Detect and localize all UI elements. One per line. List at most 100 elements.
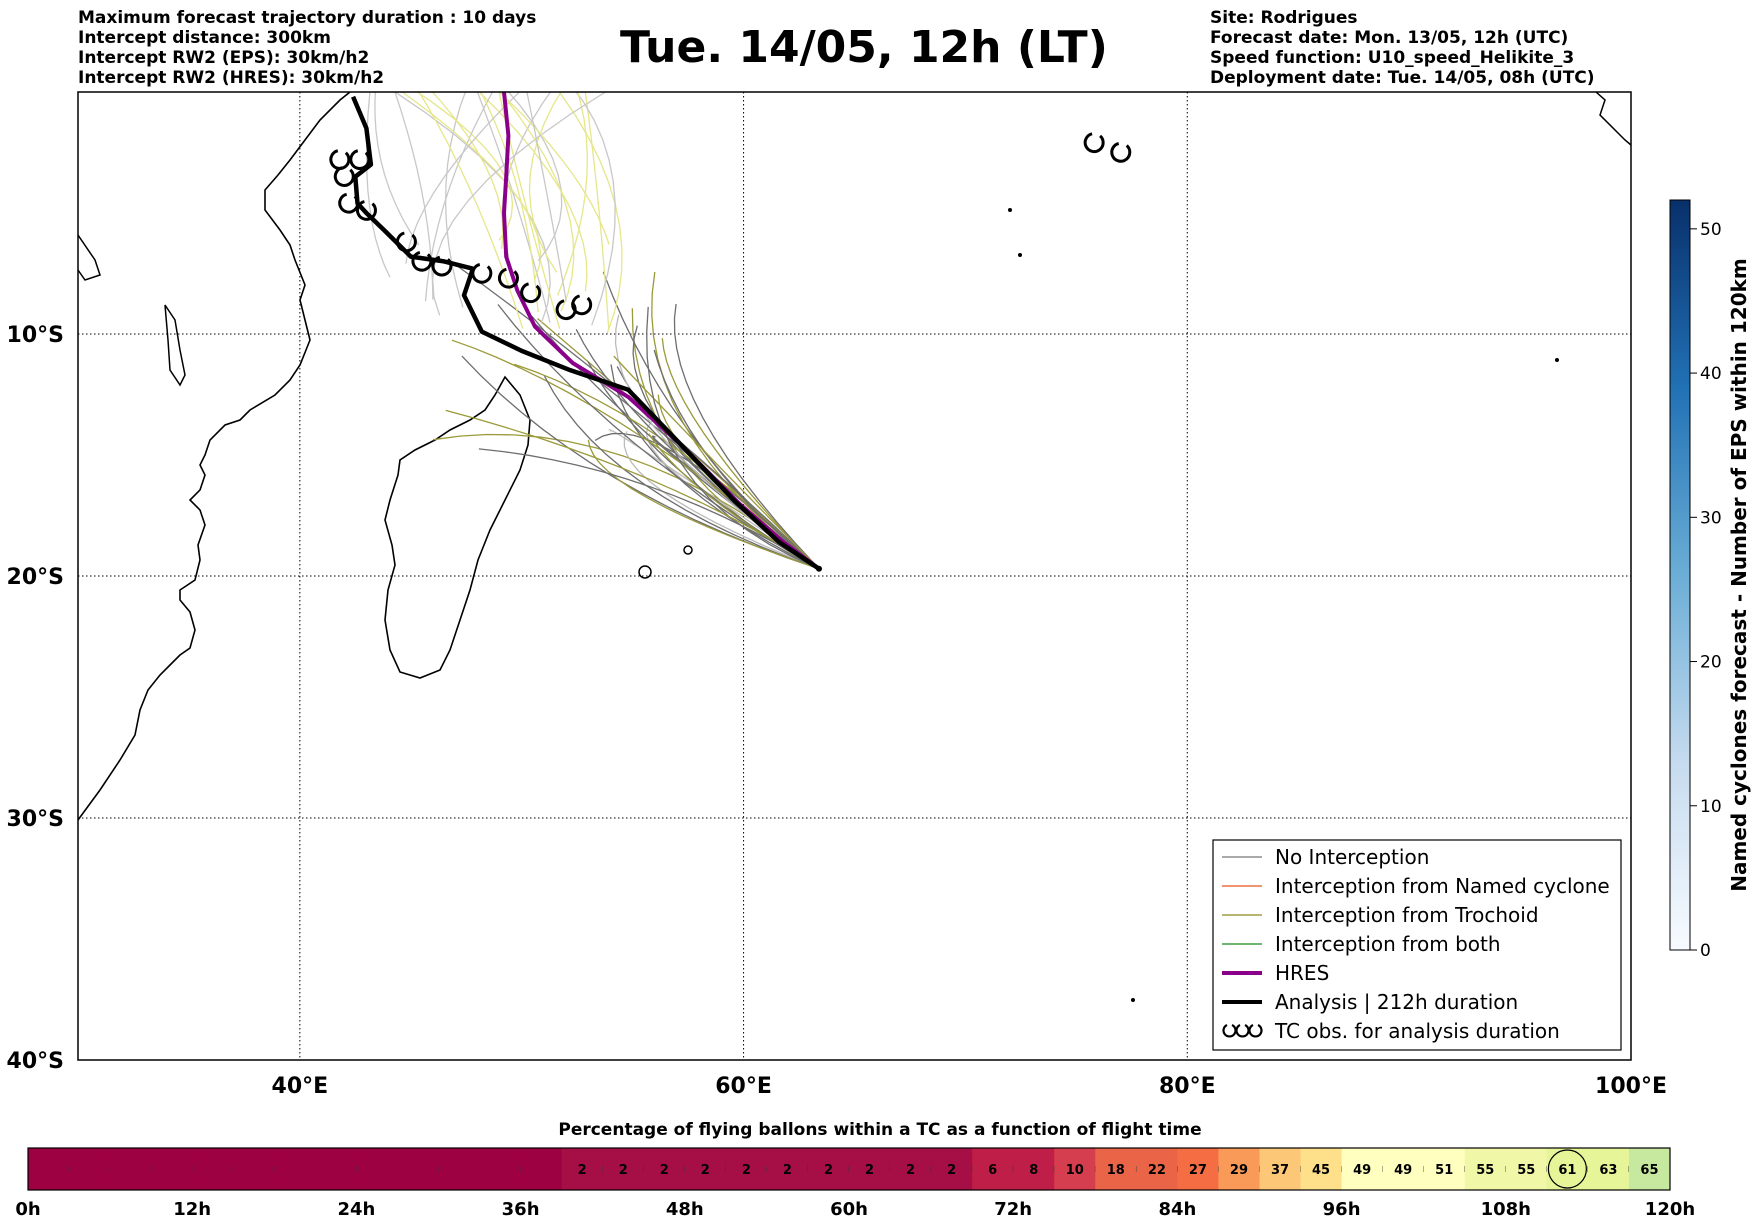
ensemble-trajectory bbox=[476, 92, 551, 323]
flight-bar-tick-label: 0h bbox=[15, 1199, 40, 1220]
flight-bar-cell bbox=[1587, 1148, 1630, 1190]
colorbar-label: Named cyclones forecast - Number of EPS … bbox=[1727, 258, 1751, 892]
map-area bbox=[78, 92, 1631, 1002]
y-tick-label: 30°S bbox=[7, 807, 64, 832]
flight-bar-title: Percentage of flying ballons within a TC… bbox=[558, 1120, 1201, 1140]
colorbar-tick-label: 10 bbox=[1700, 797, 1722, 817]
island-amsterdam bbox=[1131, 998, 1135, 1002]
legend-label: TC obs. for analysis duration bbox=[1274, 1019, 1560, 1043]
flight-bar-cell bbox=[192, 1148, 234, 1190]
flight-bar-cell bbox=[972, 1148, 1014, 1190]
grid bbox=[78, 92, 1631, 1060]
flight-bar-value: 2 bbox=[701, 1163, 710, 1178]
legend-label: Interception from both bbox=[1275, 932, 1501, 956]
ensemble-trajectory bbox=[405, 92, 521, 264]
flight-bar-value: 2 bbox=[865, 1163, 874, 1178]
flight-bar-value: 63 bbox=[1599, 1163, 1617, 1178]
flight-bar-value: 65 bbox=[1640, 1163, 1658, 1178]
island-mauritius bbox=[638, 565, 652, 579]
flight-bar-tick-label: 84h bbox=[1158, 1199, 1196, 1220]
ensemble-trajectory bbox=[499, 92, 575, 312]
flight-bar-cell bbox=[151, 1148, 193, 1190]
flight-bar-value: 55 bbox=[1517, 1163, 1535, 1178]
tc-obs-marker bbox=[520, 282, 542, 304]
tc-obs-marker bbox=[349, 149, 371, 171]
x-tick-label: 80°E bbox=[1159, 1074, 1216, 1099]
ensemble-trajectory bbox=[661, 338, 820, 570]
flight-bar-tick-label: 108h bbox=[1481, 1199, 1531, 1220]
header-left-line: Intercept RW2 (EPS): 30km/h2 bbox=[78, 48, 370, 68]
ensemble-trajectory bbox=[374, 92, 420, 246]
flight-bar-value: 49 bbox=[1353, 1163, 1371, 1178]
flight-bar-tick-label: 120h bbox=[1645, 1199, 1695, 1220]
flight-bar-cell bbox=[479, 1148, 522, 1190]
flight-bar-tick-label: 72h bbox=[994, 1199, 1032, 1220]
flight-bar-value: 27 bbox=[1189, 1163, 1207, 1178]
header-right-line: Site: Rodrigues bbox=[1210, 8, 1358, 28]
legend: No Interception Interception from Named c… bbox=[1212, 839, 1622, 1051]
flight-bar-value: 2 bbox=[742, 1163, 751, 1178]
flight-bar-value: 45 bbox=[1312, 1163, 1330, 1178]
ensemble-trajectory bbox=[480, 92, 539, 313]
tc-obs-marker bbox=[471, 263, 493, 284]
flight-bar-cell bbox=[397, 1148, 439, 1190]
ensemble-trajectory bbox=[673, 303, 820, 570]
legend-label: No Interception bbox=[1275, 845, 1429, 869]
tc-obs-marker bbox=[571, 294, 593, 316]
legend-label: Interception from Trochoid bbox=[1275, 903, 1539, 927]
coastline-lake-tanganyika bbox=[164, 304, 186, 387]
tc-obs-marker bbox=[395, 231, 417, 253]
colorbar-tick-label: 50 bbox=[1700, 220, 1722, 240]
flight-bar-cell bbox=[1095, 1148, 1137, 1190]
y-tick-label: 40°S bbox=[7, 1049, 64, 1074]
flight-bar-value: 29 bbox=[1230, 1163, 1248, 1178]
flight-bar-cell bbox=[1218, 1148, 1260, 1190]
colorbar-gradient bbox=[1669, 199, 1691, 951]
ensemble-trajectory bbox=[528, 92, 562, 273]
flight-bar-value: 49 bbox=[1394, 1163, 1412, 1178]
flight-bar-cell bbox=[1505, 1148, 1548, 1190]
flight-bar-cell bbox=[1177, 1148, 1219, 1190]
ensemble-trajectory bbox=[587, 360, 820, 570]
legend-label: HRES bbox=[1275, 961, 1329, 985]
flight-bar-cell bbox=[274, 1148, 316, 1190]
flight-bar-cell bbox=[890, 1148, 932, 1190]
header-left-line: Intercept distance: 300km bbox=[78, 28, 331, 48]
flight-bar-cell bbox=[1259, 1148, 1302, 1190]
header-left-info: Maximum forecast trajectory duration : 1… bbox=[78, 8, 536, 88]
flight-bar-cell bbox=[438, 1148, 481, 1190]
ensemble-trajectory bbox=[614, 314, 820, 570]
flight-bar-cell bbox=[684, 1148, 727, 1190]
flight-bar-cell bbox=[1054, 1148, 1096, 1190]
flight-bar-value: 8 bbox=[1029, 1163, 1038, 1178]
flight-bar-cell bbox=[1013, 1148, 1055, 1190]
flight-bar-value: 2 bbox=[578, 1163, 587, 1178]
flight-bar-frame bbox=[27, 1147, 1671, 1191]
flight-bar-cell bbox=[233, 1148, 275, 1190]
coastline-sumatra bbox=[1595, 92, 1631, 146]
coastline-lake bbox=[78, 234, 101, 281]
tc-obs-marker bbox=[411, 250, 433, 272]
ensemble-trajectory bbox=[653, 349, 820, 570]
ensemble-trajectory bbox=[575, 92, 616, 326]
ensemble-trajectory bbox=[365, 92, 391, 278]
ensemble-trajectory bbox=[584, 92, 610, 330]
flight-bar-cell bbox=[315, 1148, 357, 1190]
ensemble-trajectories bbox=[365, 92, 820, 570]
header-right-info: Site: Rodrigues Forecast date: Mon. 13/0… bbox=[1210, 8, 1595, 88]
ensemble-trajectory bbox=[610, 364, 820, 570]
flight-bar-value: 6 bbox=[988, 1163, 997, 1178]
ensemble-trajectory bbox=[418, 92, 524, 329]
legend-tc-obs-icon bbox=[1222, 1024, 1237, 1038]
flight-bar-tick-label: 48h bbox=[666, 1199, 704, 1220]
launch-site-marker bbox=[816, 565, 823, 572]
flight-bar-cell bbox=[356, 1148, 398, 1190]
flight-bar-value: 2 bbox=[824, 1163, 833, 1178]
flight-bar-cell bbox=[520, 1148, 563, 1190]
flight-bar-value: 55 bbox=[1476, 1163, 1494, 1178]
flight-bar-value: 22 bbox=[1148, 1163, 1166, 1178]
ensemble-trajectory bbox=[651, 271, 820, 570]
legend-tc-obs-icon bbox=[1248, 1024, 1263, 1038]
ensemble-trajectory bbox=[557, 92, 588, 296]
